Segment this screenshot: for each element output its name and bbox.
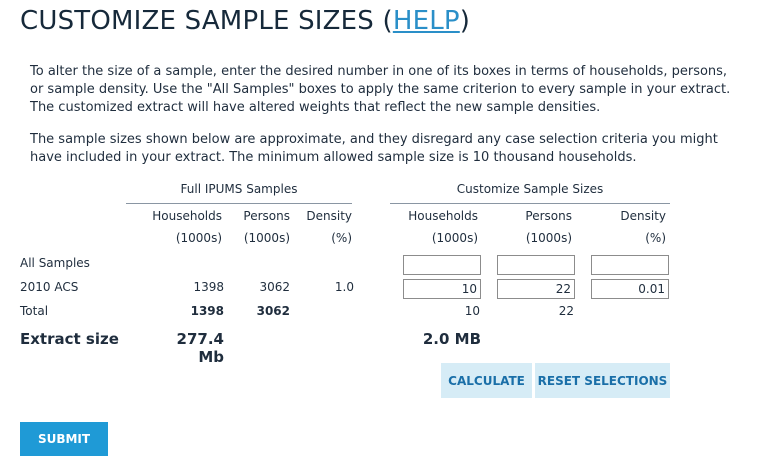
submit-button[interactable]: SUBMIT [20, 422, 108, 456]
title-text: CUSTOMIZE SAMPLE SIZES ( [20, 6, 393, 36]
acs-persons-value: 3062 [259, 280, 290, 294]
all-samples-density-input[interactable] [591, 255, 669, 275]
calculate-button[interactable]: CALCULATE [441, 363, 532, 398]
title-close-paren: ) [459, 6, 471, 36]
full-samples-divider [126, 203, 352, 204]
acs-households-input[interactable] [403, 279, 481, 299]
extract-size-full-value: 277.4 Mb [176, 330, 224, 366]
full-samples-group-label: Full IPUMS Samples [180, 182, 298, 196]
header-households-label: Households [152, 209, 222, 223]
help-link[interactable]: HELP [392, 6, 460, 36]
header-persons-unit: (1000s) [243, 231, 290, 245]
col-header-persons: Persons (1000s) [228, 205, 290, 249]
reset-selections-button[interactable]: RESET SELECTIONS [535, 363, 670, 398]
all-samples-households-input[interactable] [403, 255, 481, 275]
header-density-unit: (%) [331, 231, 352, 245]
col-header-custom-households: Households (1000s) [396, 205, 478, 249]
customize-divider [390, 203, 670, 204]
acs-households-value: 1398 [193, 280, 224, 294]
header-custom-density-unit: (%) [645, 231, 666, 245]
extract-size-custom-value: 2.0 MB [422, 330, 481, 348]
row-label-total: Total [20, 304, 49, 318]
acs-density-value: 1.0 [334, 280, 354, 294]
header-custom-persons-label: Persons [525, 209, 572, 223]
header-households-unit: (1000s) [175, 231, 222, 245]
total-households-value: 1398 [190, 304, 224, 318]
col-header-households: Households (1000s) [140, 205, 222, 249]
col-header-density: Density (%) [296, 205, 352, 249]
row-label-2010-acs: 2010 ACS [20, 280, 79, 294]
all-samples-persons-input[interactable] [497, 255, 575, 275]
intro-paragraph: To alter the size of a sample, enter the… [30, 64, 731, 115]
row-label-extract-size: Extract size [20, 330, 119, 348]
acs-density-input[interactable] [591, 279, 669, 299]
header-custom-persons-unit: (1000s) [525, 231, 572, 245]
header-custom-households-unit: (1000s) [431, 231, 478, 245]
header-custom-households-label: Households [408, 209, 478, 223]
page-title: CUSTOMIZE SAMPLE SIZES (HELP) [20, 6, 470, 36]
header-persons-label: Persons [243, 209, 290, 223]
col-header-custom-persons: Persons (1000s) [500, 205, 572, 249]
total-persons-value: 3062 [256, 304, 290, 318]
sample-size-note: The sample sizes shown below are approxi… [30, 132, 718, 165]
custom-total-households-value: 10 [464, 304, 480, 318]
custom-total-persons-value: 22 [558, 304, 574, 318]
acs-persons-input[interactable] [497, 279, 575, 299]
customize-group-label: Customize Sample Sizes [456, 182, 604, 196]
header-density-label: Density [306, 209, 352, 223]
row-label-all-samples: All Samples [20, 256, 90, 270]
header-custom-density-label: Density [620, 209, 666, 223]
col-header-custom-density: Density (%) [600, 205, 666, 249]
